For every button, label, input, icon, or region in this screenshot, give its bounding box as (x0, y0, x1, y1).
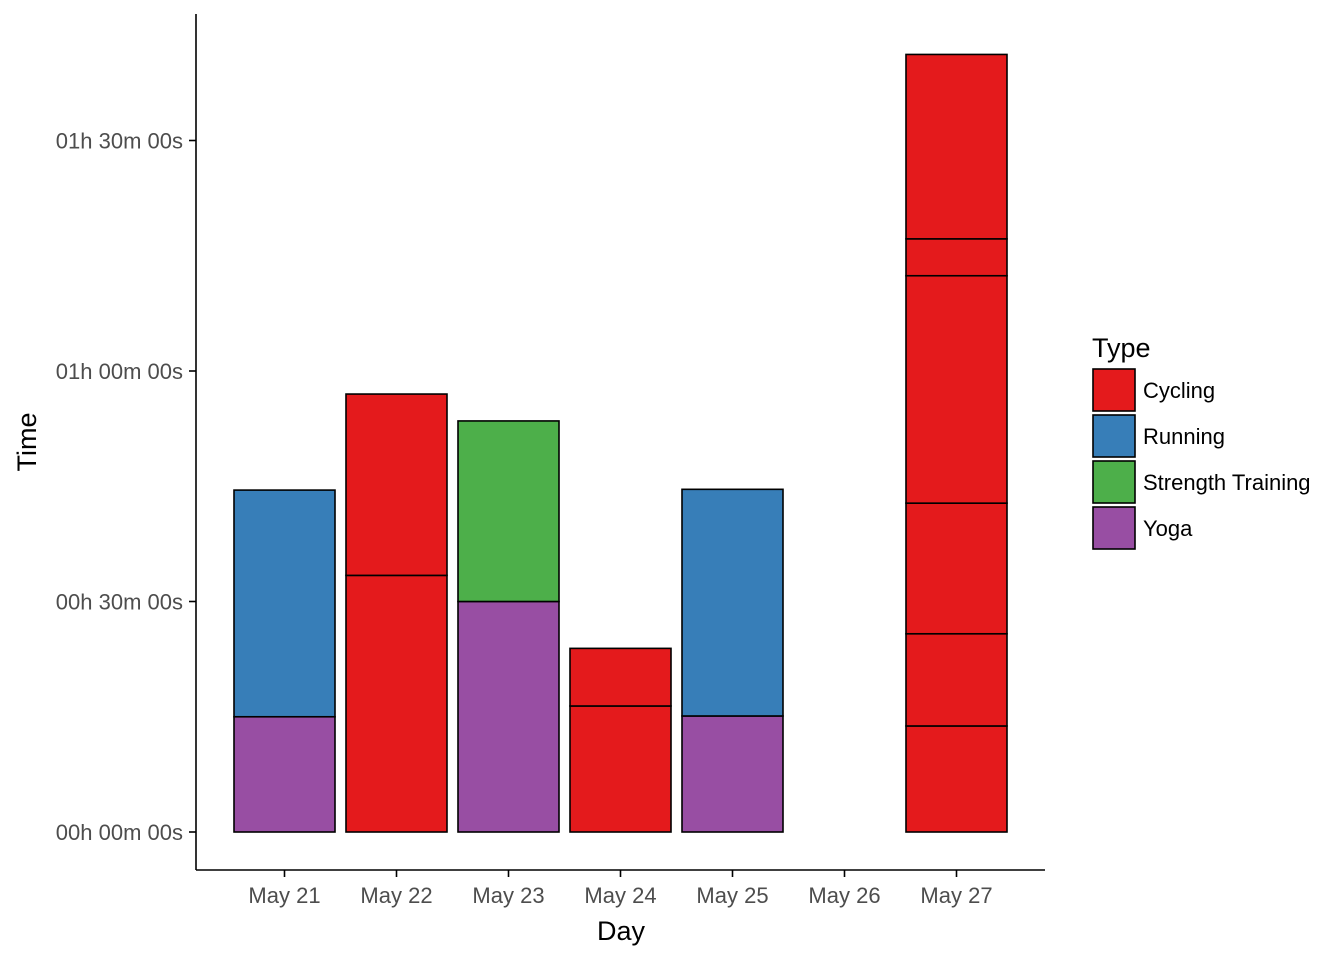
y-axis-title: Time (12, 413, 42, 472)
legend-label-running: Running (1143, 424, 1225, 449)
y-ticks: 00h 00m 00s 00h 30m 00s 01h 00m 00s 01h 30m… (56, 129, 196, 845)
x-tick-label-may-21: May 21 (248, 883, 320, 908)
bar-segment-may-27-cycling-15 (905, 53, 1008, 240)
x-axis-title: Day (597, 916, 646, 946)
y-tick-label: 01h 00m 00s (56, 359, 183, 384)
x-tick-label-may-22: May 22 (360, 883, 432, 908)
bar-segment-may-23-yoga-4 (457, 600, 560, 833)
legend-key-running (1092, 414, 1136, 458)
legend-label-strength-training: Strength Training (1143, 470, 1311, 495)
bar-segment-may-25-running-9 (681, 488, 784, 717)
bar-segment-may-24-cycling-6 (569, 705, 672, 833)
bar-segment-may-22-cycling-3 (345, 393, 448, 577)
x-ticks: May 21 May 22 May 23 May 24 May 25 May 26 May … (248, 870, 993, 908)
x-tick-label-may-26: May 26 (808, 883, 880, 908)
legend-key-cycling (1092, 368, 1136, 412)
legend-key-strength-training (1092, 460, 1136, 504)
legend-label-yoga: Yoga (1143, 516, 1193, 541)
x-tick-label-may-27: May 27 (920, 883, 992, 908)
bar-segment-may-21-yoga-0 (233, 715, 336, 833)
axes-layer: 00h 00m 00s 00h 30m 00s 01h 00m 00s 01h 30m… (12, 14, 1045, 946)
y-tick-label: 01h 30m 00s (56, 129, 183, 154)
bar-segment-may-24-cycling-7 (569, 647, 672, 707)
legend: Type Cycling Running Strength Training Yoga (1092, 333, 1311, 550)
bars-layer (233, 53, 1008, 833)
y-tick-label: 00h 00m 00s (56, 820, 183, 845)
bar-segment-may-21-running-1 (233, 489, 336, 718)
bar-segment-may-27-cycling-14 (905, 238, 1008, 277)
x-tick-label-may-23: May 23 (472, 883, 544, 908)
bar-segment-may-25-yoga-8 (681, 715, 784, 833)
legend-key-yoga (1092, 506, 1136, 550)
bar-segment-may-27-cycling-13 (905, 274, 1008, 504)
y-tick-label: 00h 30m 00s (56, 590, 183, 615)
bar-segment-may-22-cycling-2 (345, 574, 448, 833)
legend-items: Cycling Running Strength Training Yoga (1092, 368, 1311, 550)
x-tick-label-may-24: May 24 (584, 883, 656, 908)
legend-title: Type (1092, 333, 1151, 363)
bar-segment-may-27-cycling-11 (905, 632, 1008, 727)
bar-segment-may-27-cycling-10 (905, 725, 1008, 833)
bar-segment-may-27-cycling-12 (905, 502, 1008, 635)
bar-segment-may-23-strength-training-5 (457, 420, 560, 603)
legend-label-cycling: Cycling (1143, 378, 1215, 403)
x-tick-label-may-25: May 25 (696, 883, 768, 908)
